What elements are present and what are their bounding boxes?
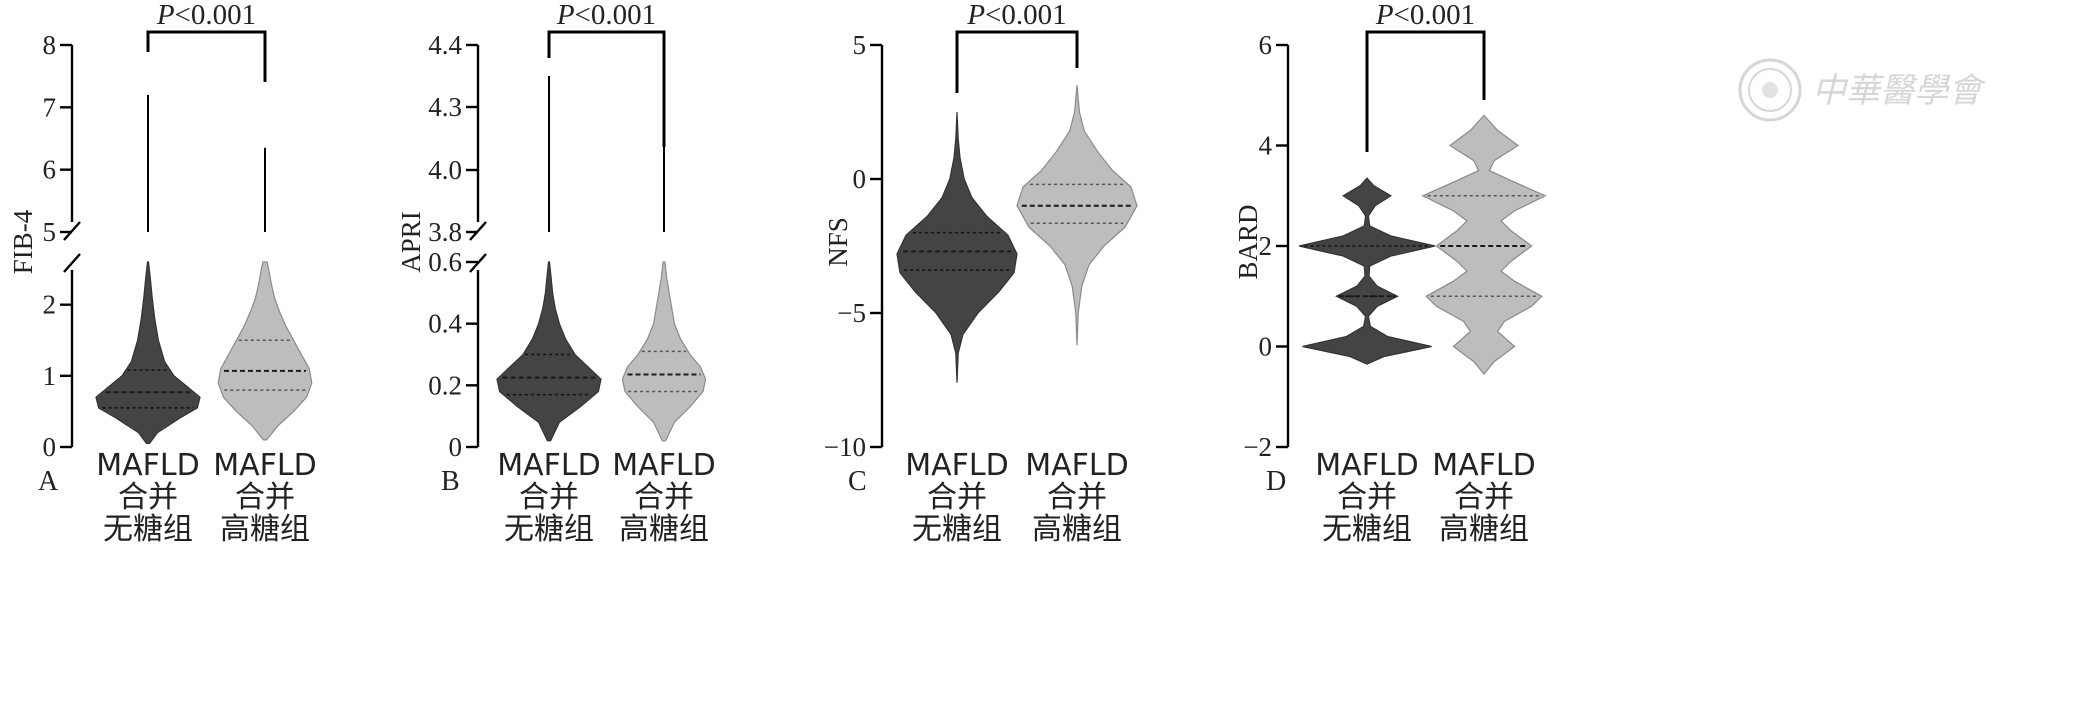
significance-bracket xyxy=(146,30,267,82)
watermark: 中華醫學會 xyxy=(1738,58,1987,122)
category-label: MAFLD xyxy=(1315,448,1418,483)
y-tick-label: 5 xyxy=(43,217,57,247)
category-label: MAFLD xyxy=(1025,448,1128,483)
category-label: 无糖组 xyxy=(912,512,1002,547)
panel-letter: A xyxy=(38,466,59,497)
panel-b: 00.20.40.63.84.04.34.4APRIP<0.001MAFLD合并… xyxy=(396,0,716,547)
y-tick-label: 2 xyxy=(1259,231,1273,261)
p-value-label: P<0.001 xyxy=(556,0,656,31)
y-axis-label: APRI xyxy=(396,211,426,273)
y-tick-label: 7 xyxy=(43,92,57,122)
category-label: 高糖组 xyxy=(619,512,709,547)
y-axis-label: NFS xyxy=(823,217,853,267)
y-tick-label: 2 xyxy=(43,290,57,320)
category-label: 合并 xyxy=(634,480,694,515)
p-value-label: P<0.001 xyxy=(966,0,1066,31)
category-label: MAFLD xyxy=(497,448,600,483)
category-label: 高糖组 xyxy=(1439,512,1529,547)
y-axis-label: BARD xyxy=(1233,204,1263,279)
y-tick-label: 0.2 xyxy=(428,370,462,400)
p-value-label: P<0.001 xyxy=(156,0,256,31)
y-tick-label: 4.0 xyxy=(428,155,462,185)
y-tick-label: 8 xyxy=(43,30,57,60)
panel-letter: C xyxy=(848,466,867,497)
category-label: 合并 xyxy=(118,480,178,515)
category-label: 合并 xyxy=(927,480,987,515)
category-label: MAFLD xyxy=(905,448,1008,483)
y-tick-label: 6 xyxy=(43,155,57,185)
violin-group2 xyxy=(217,261,313,441)
category-label: MAFLD xyxy=(612,448,715,483)
category-label: MAFLD xyxy=(1432,448,1535,483)
y-tick-label: 4 xyxy=(1259,131,1273,161)
category-label: MAFLD xyxy=(96,448,199,483)
category-label: 无糖组 xyxy=(103,512,193,547)
y-tick-label: −5 xyxy=(837,298,866,328)
y-tick-label: 0 xyxy=(449,432,463,462)
y-tick-label: 0.6 xyxy=(428,247,462,277)
y-tick-label: 4.4 xyxy=(428,30,462,60)
y-tick-label: 0.4 xyxy=(428,309,462,339)
category-label: 合并 xyxy=(1337,480,1397,515)
y-tick-label: 3.8 xyxy=(428,217,462,247)
significance-bracket xyxy=(955,30,1079,93)
y-tick-label: 0 xyxy=(853,164,867,194)
y-axis-label: FIB-4 xyxy=(8,209,38,274)
category-label: 高糖组 xyxy=(220,512,310,547)
y-tick-label: 0 xyxy=(43,432,57,462)
significance-bracket xyxy=(1365,30,1486,152)
axis-break-mark xyxy=(63,253,81,273)
panel-letter: B xyxy=(441,466,460,497)
y-tick-label: −2 xyxy=(1243,432,1272,462)
y-tick-label: 5 xyxy=(853,30,867,60)
seal-icon xyxy=(1738,58,1802,122)
y-tick-label: −10 xyxy=(824,432,866,462)
violin-group1 xyxy=(896,111,1018,383)
category-label: 合并 xyxy=(235,480,295,515)
chart-panels: 0125678FIB-4P<0.001MAFLD合并无糖组MAFLD合并高糖组A… xyxy=(8,0,1547,547)
watermark-text: 中華醫學會 xyxy=(1812,71,1987,111)
category-label: 合并 xyxy=(1047,480,1107,515)
violin-group1 xyxy=(496,261,602,442)
y-tick-label: 4.3 xyxy=(428,92,462,122)
category-label: 合并 xyxy=(519,480,579,515)
violin-group2 xyxy=(1421,114,1547,376)
significance-bracket xyxy=(547,30,666,147)
violin-group1 xyxy=(95,261,201,444)
violin-group1 xyxy=(1298,177,1436,365)
category-label: 无糖组 xyxy=(1322,512,1412,547)
violin-group2 xyxy=(1016,85,1138,346)
panel-letter: D xyxy=(1266,466,1286,497)
category-label: 无糖组 xyxy=(504,512,594,547)
category-label: 高糖组 xyxy=(1032,512,1122,547)
category-label: MAFLD xyxy=(213,448,316,483)
y-tick-label: 6 xyxy=(1259,30,1273,60)
category-label: 合并 xyxy=(1454,480,1514,515)
violin-group2 xyxy=(621,261,707,442)
y-tick-label: 1 xyxy=(43,361,57,391)
p-value-label: P<0.001 xyxy=(1375,0,1475,31)
y-tick-label: 0 xyxy=(1259,332,1273,362)
